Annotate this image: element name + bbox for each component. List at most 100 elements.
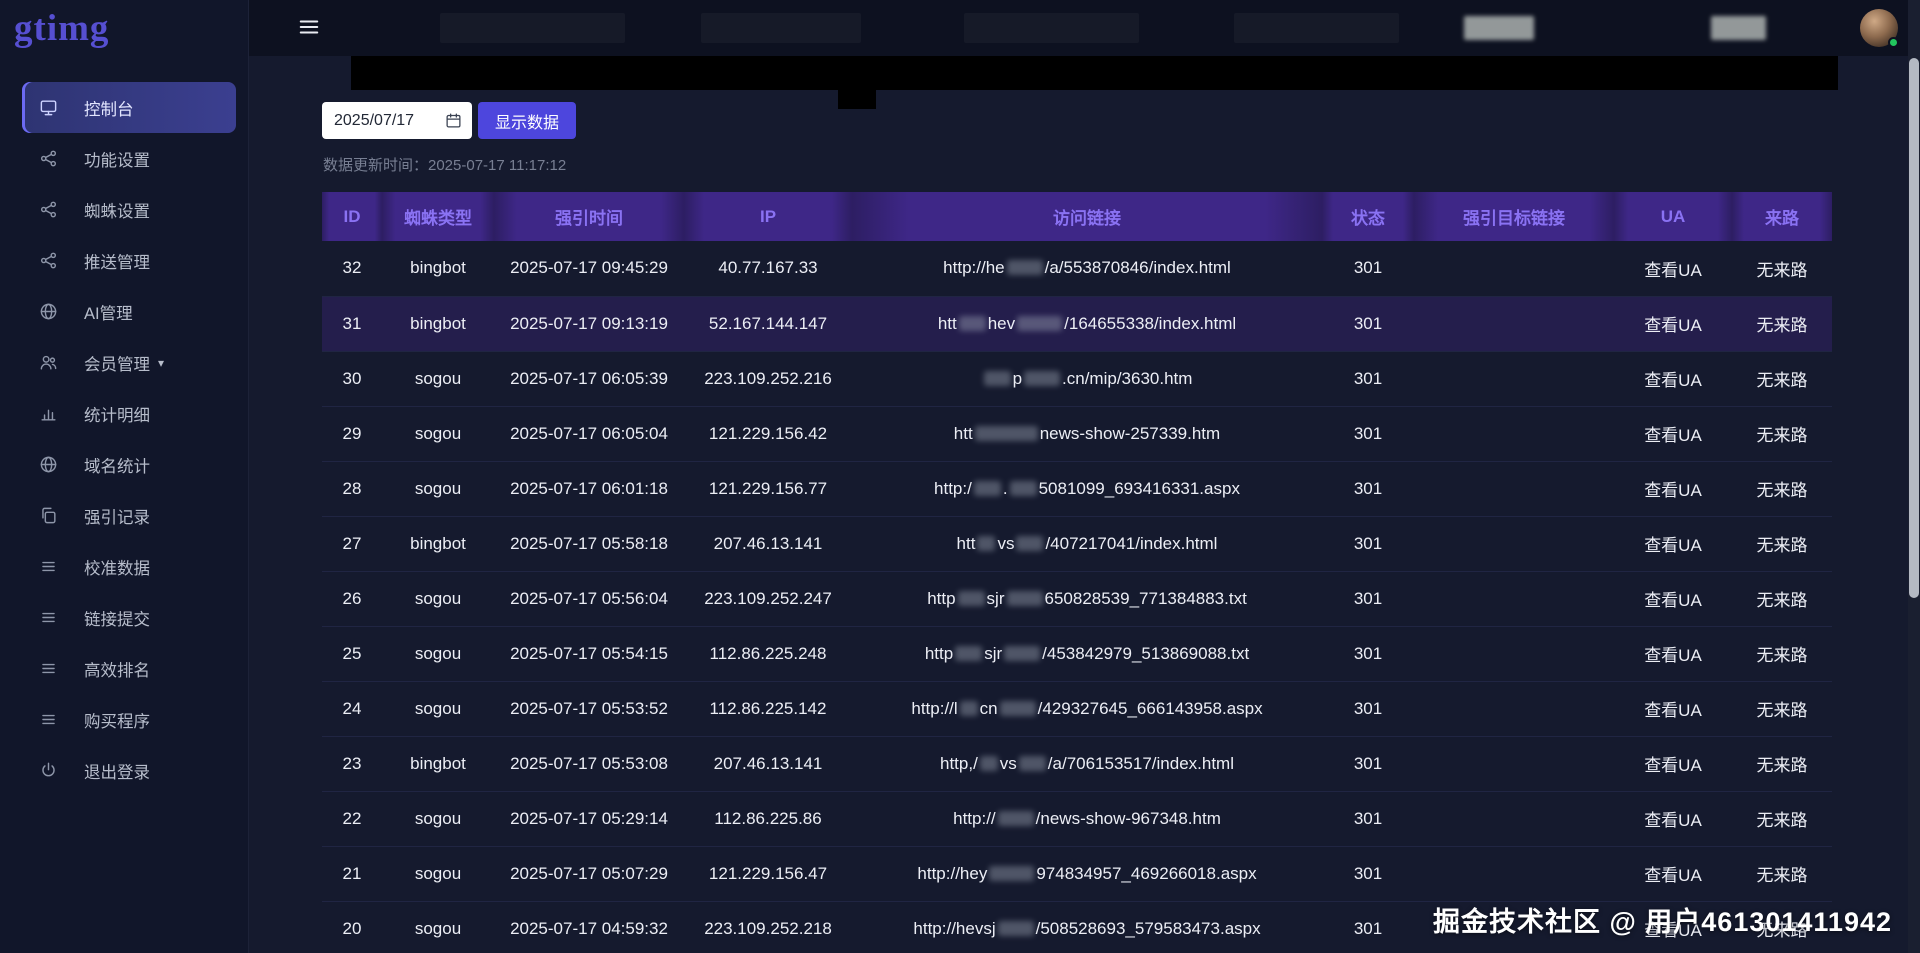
sidebar-item-label: 蜘蛛设置 [84, 202, 150, 221]
sidebar-item-link-submission[interactable]: 链接提交 [22, 592, 236, 643]
cell-referrer: 无来路 [1732, 846, 1832, 902]
cell-referrer: 无来路 [1732, 461, 1832, 517]
view-ua-link[interactable]: 查看UA [1614, 571, 1732, 627]
sidebar-item-statistics-detail[interactable]: 统计明细 [22, 388, 236, 439]
cell-spider-type: sogou [382, 461, 494, 517]
blurred-text [979, 755, 998, 771]
list-icon [38, 608, 58, 628]
blurred-text [959, 700, 978, 716]
table-body: 32 bingbot 2025-07-17 09:45:29 40.77.167.33… [322, 241, 1832, 953]
table-row: 23 bingbot 2025-07-17 05:53:08 207.46.13.14… [322, 736, 1832, 792]
cell-status: 301 [1322, 241, 1414, 297]
cell-force-time: 2025-07-17 06:05:39 [494, 351, 684, 407]
sidebar-item-member-management[interactable]: 会员管理 ▾ [22, 337, 236, 388]
view-ua-link[interactable]: 查看UA [1614, 241, 1732, 297]
col-ua: UA [1614, 192, 1732, 241]
view-ua-link[interactable]: 查看UA [1614, 736, 1732, 792]
cell-id: 24 [322, 681, 382, 737]
cell-force-time: 2025-07-17 09:45:29 [494, 241, 684, 297]
blurred-text [1009, 480, 1037, 496]
view-ua-link[interactable]: 查看UA [1614, 846, 1732, 902]
cell-force-time: 2025-07-17 05:56:04 [494, 571, 684, 627]
cell-visit-link: http:///news-show-967348.htm [852, 791, 1322, 847]
date-value: 2025/07/17 [334, 111, 415, 129]
sidebar-item-label: 功能设置 [84, 151, 150, 170]
cell-target-link [1414, 571, 1614, 627]
sidebar-item-label: 推送管理 [84, 253, 150, 272]
sidebar-item-ai-management[interactable]: AI管理 [22, 286, 236, 337]
view-ua-link[interactable]: 查看UA [1614, 681, 1732, 737]
sidebar-item-force-records[interactable]: 强引记录 [22, 490, 236, 541]
nodes-icon [38, 200, 58, 220]
col-target-link: 强引目标链接 [1414, 192, 1614, 241]
calendar-icon [446, 113, 461, 128]
blurred-text [955, 645, 983, 661]
sidebar-item-domain-statistics[interactable]: 域名统计 [22, 439, 236, 490]
sidebar-item-function-settings[interactable]: 功能设置 [22, 133, 236, 184]
view-ua-link[interactable]: 查看UA [1614, 296, 1732, 352]
scrollbar-thumb[interactable] [1909, 58, 1919, 598]
sidebar-item-label: 退出登录 [84, 763, 150, 782]
cell-spider-type: sogou [382, 791, 494, 847]
sidebar-item-logout[interactable]: 退出登录 [22, 745, 236, 796]
cell-id: 32 [322, 241, 382, 297]
list-icon [38, 710, 58, 730]
view-ua-link[interactable]: 查看UA [1614, 351, 1732, 407]
cell-referrer: 无来路 [1732, 406, 1832, 462]
topbar [249, 0, 1920, 56]
table-row: 25 sogou 2025-07-17 05:54:15 112.86.225.248… [322, 626, 1832, 682]
sidebar-item-console[interactable]: 控制台 [22, 82, 236, 133]
cell-status: 301 [1322, 791, 1414, 847]
nodes-icon [38, 149, 58, 169]
sidebar-item-label: 链接提交 [84, 610, 150, 629]
col-visit-link: 访问链接 [852, 192, 1322, 241]
sidebar-item-efficient-ranking[interactable]: 高效排名 [22, 643, 236, 694]
view-ua-link[interactable]: 查看UA [1614, 626, 1732, 682]
cell-target-link [1414, 846, 1614, 902]
sidebar-item-push-management[interactable]: 推送管理 [22, 235, 236, 286]
logo-area: gtimg [0, 0, 248, 56]
cell-target-link [1414, 901, 1614, 953]
sidebar-item-calibration-data[interactable]: 校准数据 [22, 541, 236, 592]
table-row: 32 bingbot 2025-07-17 09:45:29 40.77.167.33… [322, 241, 1832, 297]
cell-target-link [1414, 736, 1614, 792]
sidebar-item-spider-settings[interactable]: 蜘蛛设置 [22, 184, 236, 235]
cell-ip: 223.109.252.216 [684, 351, 852, 407]
table-row: 31 bingbot 2025-07-17 09:13:19 52.167.144.1… [322, 296, 1832, 352]
show-data-button[interactable]: 显示数据 [478, 102, 576, 139]
cell-force-time: 2025-07-17 06:05:04 [494, 406, 684, 462]
cell-status: 301 [1322, 846, 1414, 902]
cell-spider-type: sogou [382, 846, 494, 902]
cell-force-time: 2025-07-17 09:13:19 [494, 296, 684, 352]
view-ua-link[interactable]: 查看UA [1614, 461, 1732, 517]
power-icon [38, 761, 58, 781]
cell-spider-type: sogou [382, 571, 494, 627]
view-ua-link[interactable]: 查看UA [1614, 791, 1732, 847]
cell-id: 23 [322, 736, 382, 792]
cell-ip: 121.229.156.77 [684, 461, 852, 517]
cell-visit-link: http sjr 650828539_771384883.txt [852, 571, 1322, 627]
cell-status: 301 [1322, 406, 1414, 462]
view-ua-link[interactable]: 查看UA [1614, 516, 1732, 572]
sidebar-item-buy-program[interactable]: 购买程序 [22, 694, 236, 745]
cell-status: 301 [1322, 626, 1414, 682]
redacted-strip [351, 56, 1838, 90]
date-input[interactable]: 2025/07/17 [322, 102, 472, 139]
blurred-text [974, 425, 1038, 441]
cell-referrer: 无来路 [1732, 516, 1832, 572]
view-ua-link[interactable]: 查看UA [1614, 406, 1732, 462]
app-logo: gtimg [14, 7, 110, 49]
online-status-dot [1888, 37, 1899, 48]
hamburger-menu-icon[interactable] [295, 14, 323, 42]
cell-visit-link: http,/vs/a/706153517/index.html [852, 736, 1322, 792]
view-ua-link[interactable]: 查看UA [1614, 901, 1732, 953]
avatar[interactable] [1860, 9, 1899, 48]
cell-visit-link: htt vs/407217041/index.html [852, 516, 1322, 572]
cell-ip: 112.86.225.86 [684, 791, 852, 847]
sidebar-item-label: 统计明细 [84, 406, 150, 425]
cell-referrer: 无来路 [1732, 736, 1832, 792]
blurred-text [997, 810, 1034, 826]
cell-id: 25 [322, 626, 382, 682]
blurred-text [997, 920, 1034, 936]
sidebar-item-label: 域名统计 [84, 457, 150, 476]
